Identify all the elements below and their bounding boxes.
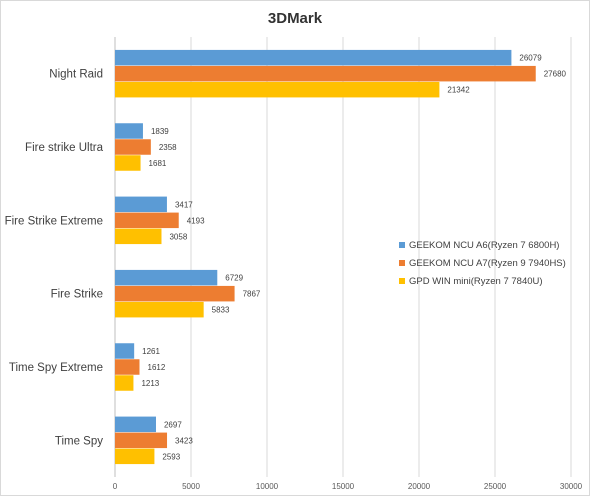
bar (115, 65, 536, 82)
data-label: 5833 (212, 306, 230, 315)
data-label: 6729 (225, 274, 243, 283)
category-label: Fire strike Ultra (25, 142, 104, 154)
category-label: Fire Strike Extreme (5, 215, 103, 227)
legend-label: GEEKOM NCU A6(Ryzen 7 6800H) (409, 240, 559, 251)
data-label: 3058 (169, 232, 187, 241)
category-label: Night Raid (49, 69, 103, 81)
bar (115, 432, 168, 449)
bars (115, 49, 536, 465)
data-label: 1839 (151, 127, 169, 136)
legend-label: GPD WIN mini(Ryzen 7 7840U) (409, 276, 543, 287)
legend-label: GEEKOM NCU A7(Ryzen 9 7940HS) (409, 258, 566, 269)
x-tick-label: 0 (113, 482, 118, 491)
data-label: 4193 (187, 216, 205, 225)
data-label: 21342 (447, 86, 470, 95)
legend: GEEKOM NCU A6(Ryzen 7 6800H) GEEKOM NCU A… (399, 240, 566, 287)
chart-title: 3DMark (268, 10, 323, 27)
category-label: Time Spy Extreme (9, 362, 103, 374)
x-tick-label: 30000 (560, 482, 583, 491)
bar (115, 123, 143, 139)
data-label: 2358 (159, 143, 177, 152)
bar (115, 81, 440, 98)
bar (115, 269, 218, 286)
bar (115, 139, 151, 155)
gridlines (114, 37, 572, 477)
bar (115, 375, 134, 391)
data-label: 1261 (142, 347, 160, 356)
bar (115, 416, 156, 433)
bar (115, 285, 235, 302)
bar (115, 448, 155, 465)
bar (115, 359, 140, 375)
data-label: 2593 (162, 452, 180, 461)
data-label: 3417 (175, 200, 193, 209)
data-label: 3423 (175, 436, 193, 445)
bar (115, 212, 179, 229)
data-label: 1213 (141, 379, 159, 388)
category-label: Time Spy (55, 435, 103, 447)
x-tick-label: 5000 (182, 482, 200, 491)
legend-swatch (399, 260, 405, 266)
bar (115, 155, 141, 171)
data-label: 7867 (243, 290, 261, 299)
x-tick-label: 20000 (408, 482, 431, 491)
legend-swatch (399, 242, 405, 248)
legend-swatch (399, 278, 405, 284)
bar (115, 343, 135, 359)
data-label: 27680 (544, 70, 567, 79)
data-label: 26079 (519, 54, 542, 63)
x-tick-label: 10000 (256, 482, 279, 491)
data-label: 2697 (164, 420, 182, 429)
data-label: 1612 (148, 363, 166, 372)
bar (115, 49, 512, 66)
labels: 0 5000 10000 15000 20000 25000 30000 Night Raid… (5, 54, 583, 491)
bar (115, 196, 167, 213)
bar (115, 228, 162, 245)
x-tick-label: 25000 (484, 482, 507, 491)
x-tick-label: 15000 (332, 482, 355, 491)
bar (115, 301, 204, 318)
category-label: Fire Strike (51, 289, 103, 301)
data-label: 1681 (149, 159, 167, 168)
